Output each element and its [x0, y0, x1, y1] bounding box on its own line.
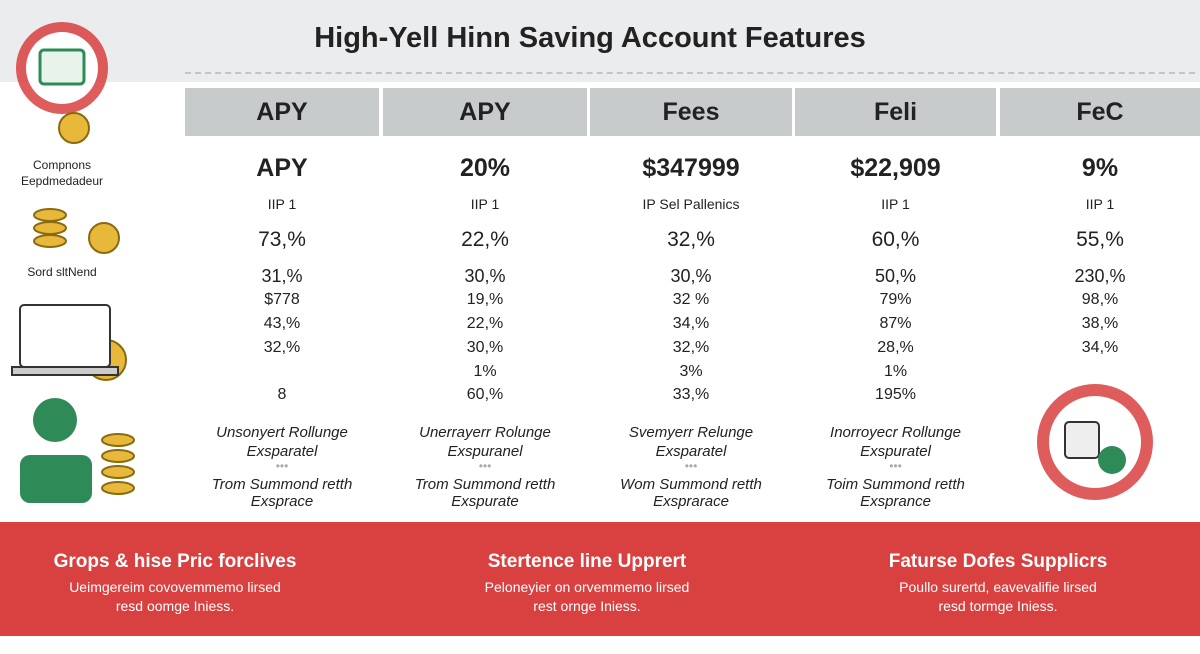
table-cell: 98,%	[1081, 291, 1119, 308]
table-cell: 38,%	[1081, 315, 1119, 332]
table-cell: 60,%	[871, 228, 920, 251]
table-cell: 60,%	[466, 386, 504, 403]
table-cell: 55,%	[1076, 228, 1124, 251]
column-header: Feli	[795, 88, 996, 136]
side-label: Eepdmedadeur	[20, 174, 104, 188]
table-cell: 32,%	[672, 339, 710, 356]
table-cell: 3%	[679, 363, 703, 380]
table-cell: 1%	[473, 363, 497, 380]
feature-note: Exsprance	[860, 493, 931, 510]
feature-note: Exspuratel	[860, 443, 931, 460]
table-cell: IIP 1	[1085, 196, 1115, 212]
footer-text: resd oomge Iniess.	[115, 598, 235, 614]
footer-text: Poullo surertd, eavevalifie lirsed	[899, 579, 1097, 595]
table-cell: 50,%	[874, 266, 917, 286]
table-cell: IIP 1	[470, 196, 500, 212]
table-cell: 30,%	[670, 266, 712, 286]
table-cell: 34,%	[1081, 339, 1119, 356]
table-cell: $778	[264, 291, 300, 308]
table-cell: 1%	[883, 363, 908, 380]
divider	[185, 72, 1195, 74]
dots: •••	[275, 459, 289, 473]
table-cell: 195%	[875, 386, 916, 403]
table-cell: 32 %	[672, 291, 710, 308]
feature-note: Exsparatel	[655, 443, 727, 460]
table-cell: IIP 1	[267, 196, 297, 212]
table-cell: APY	[256, 154, 308, 182]
table-cell: 9%	[1081, 154, 1119, 182]
column-header: Fees	[590, 88, 792, 136]
table-cell: 32,%	[667, 228, 715, 251]
feature-note: Exspurate	[451, 493, 519, 510]
feature-note: Exspuranel	[447, 443, 523, 460]
table-cell: 32,%	[263, 339, 301, 356]
feature-note: Exsparatel	[246, 443, 318, 460]
table-cell: $347999	[642, 154, 740, 182]
laptop-icon	[11, 304, 119, 376]
feature-note: Exsprace	[250, 493, 314, 510]
table-cell: IP Sel Pallenics	[642, 196, 740, 212]
footer-band	[0, 522, 1200, 636]
feature-note: Wom Summond retth	[620, 476, 762, 493]
table-cell: 30,%	[466, 339, 504, 356]
dots: •••	[478, 459, 492, 473]
table-cell: 19,%	[466, 291, 504, 308]
feature-note: Inorroyecr Rollunge	[830, 424, 961, 441]
dots: •••	[684, 459, 698, 473]
side-label: Compnons	[32, 158, 92, 172]
feature-note: Exsprarace	[653, 493, 729, 510]
dots: •••	[889, 459, 902, 473]
footer-text: resd tormge Iniess.	[938, 598, 1058, 614]
table-cell: 31,%	[261, 266, 303, 286]
table-cell: 33,%	[672, 386, 710, 403]
table-cell: 34,%	[672, 315, 710, 332]
footer-text: Ueimgereim covovemmemo lirsed	[69, 579, 281, 595]
table-cell: 22,%	[466, 315, 504, 332]
table-cell: 22,%	[461, 228, 509, 251]
feature-note: Trom Summond retth	[211, 476, 353, 493]
column-header: FeC	[1000, 88, 1200, 136]
footer-title: Stertence line Upprert	[487, 551, 687, 572]
table-cell: 79%	[879, 291, 912, 308]
badge-icon-right	[1037, 384, 1153, 500]
feature-note: Svemyerr Relunge	[628, 424, 754, 441]
feature-note: Unerrayerr Rolunge	[419, 424, 551, 441]
person-icon	[20, 398, 92, 503]
table-cell: IIP 1	[881, 196, 910, 212]
feature-note: Unsonyert Rollunge	[216, 424, 348, 441]
footer-text: Peloneyier on orvemmemo lirsed	[484, 579, 690, 595]
title-band	[0, 0, 1200, 82]
footer-text: rest ornge Iniess.	[533, 598, 641, 614]
table-cell: $22,909	[850, 154, 941, 182]
table-cell: 28,%	[877, 339, 914, 356]
title: High-Yell Hinn Saving Account Features	[314, 22, 866, 54]
table-cell: 230,%	[1074, 266, 1126, 286]
table-cell: 20%	[459, 154, 511, 182]
column-header: APY	[185, 88, 379, 136]
table-cell: 8	[277, 386, 287, 403]
table-cell: 43,%	[263, 315, 301, 332]
table-cell: 87%	[879, 315, 912, 332]
feature-note: Toim Summond retth	[826, 476, 965, 493]
feature-note: Trom Summond retth	[414, 476, 556, 493]
footer-title: Faturse Dofes Supplicrs	[888, 551, 1108, 572]
table-cell: 73,%	[258, 228, 306, 251]
side-label: Sord sltNend	[27, 265, 97, 279]
table-cell: 30,%	[464, 266, 506, 286]
column-header: APY	[383, 88, 587, 136]
footer-title: Grops & hise Pric forclives	[53, 551, 297, 572]
